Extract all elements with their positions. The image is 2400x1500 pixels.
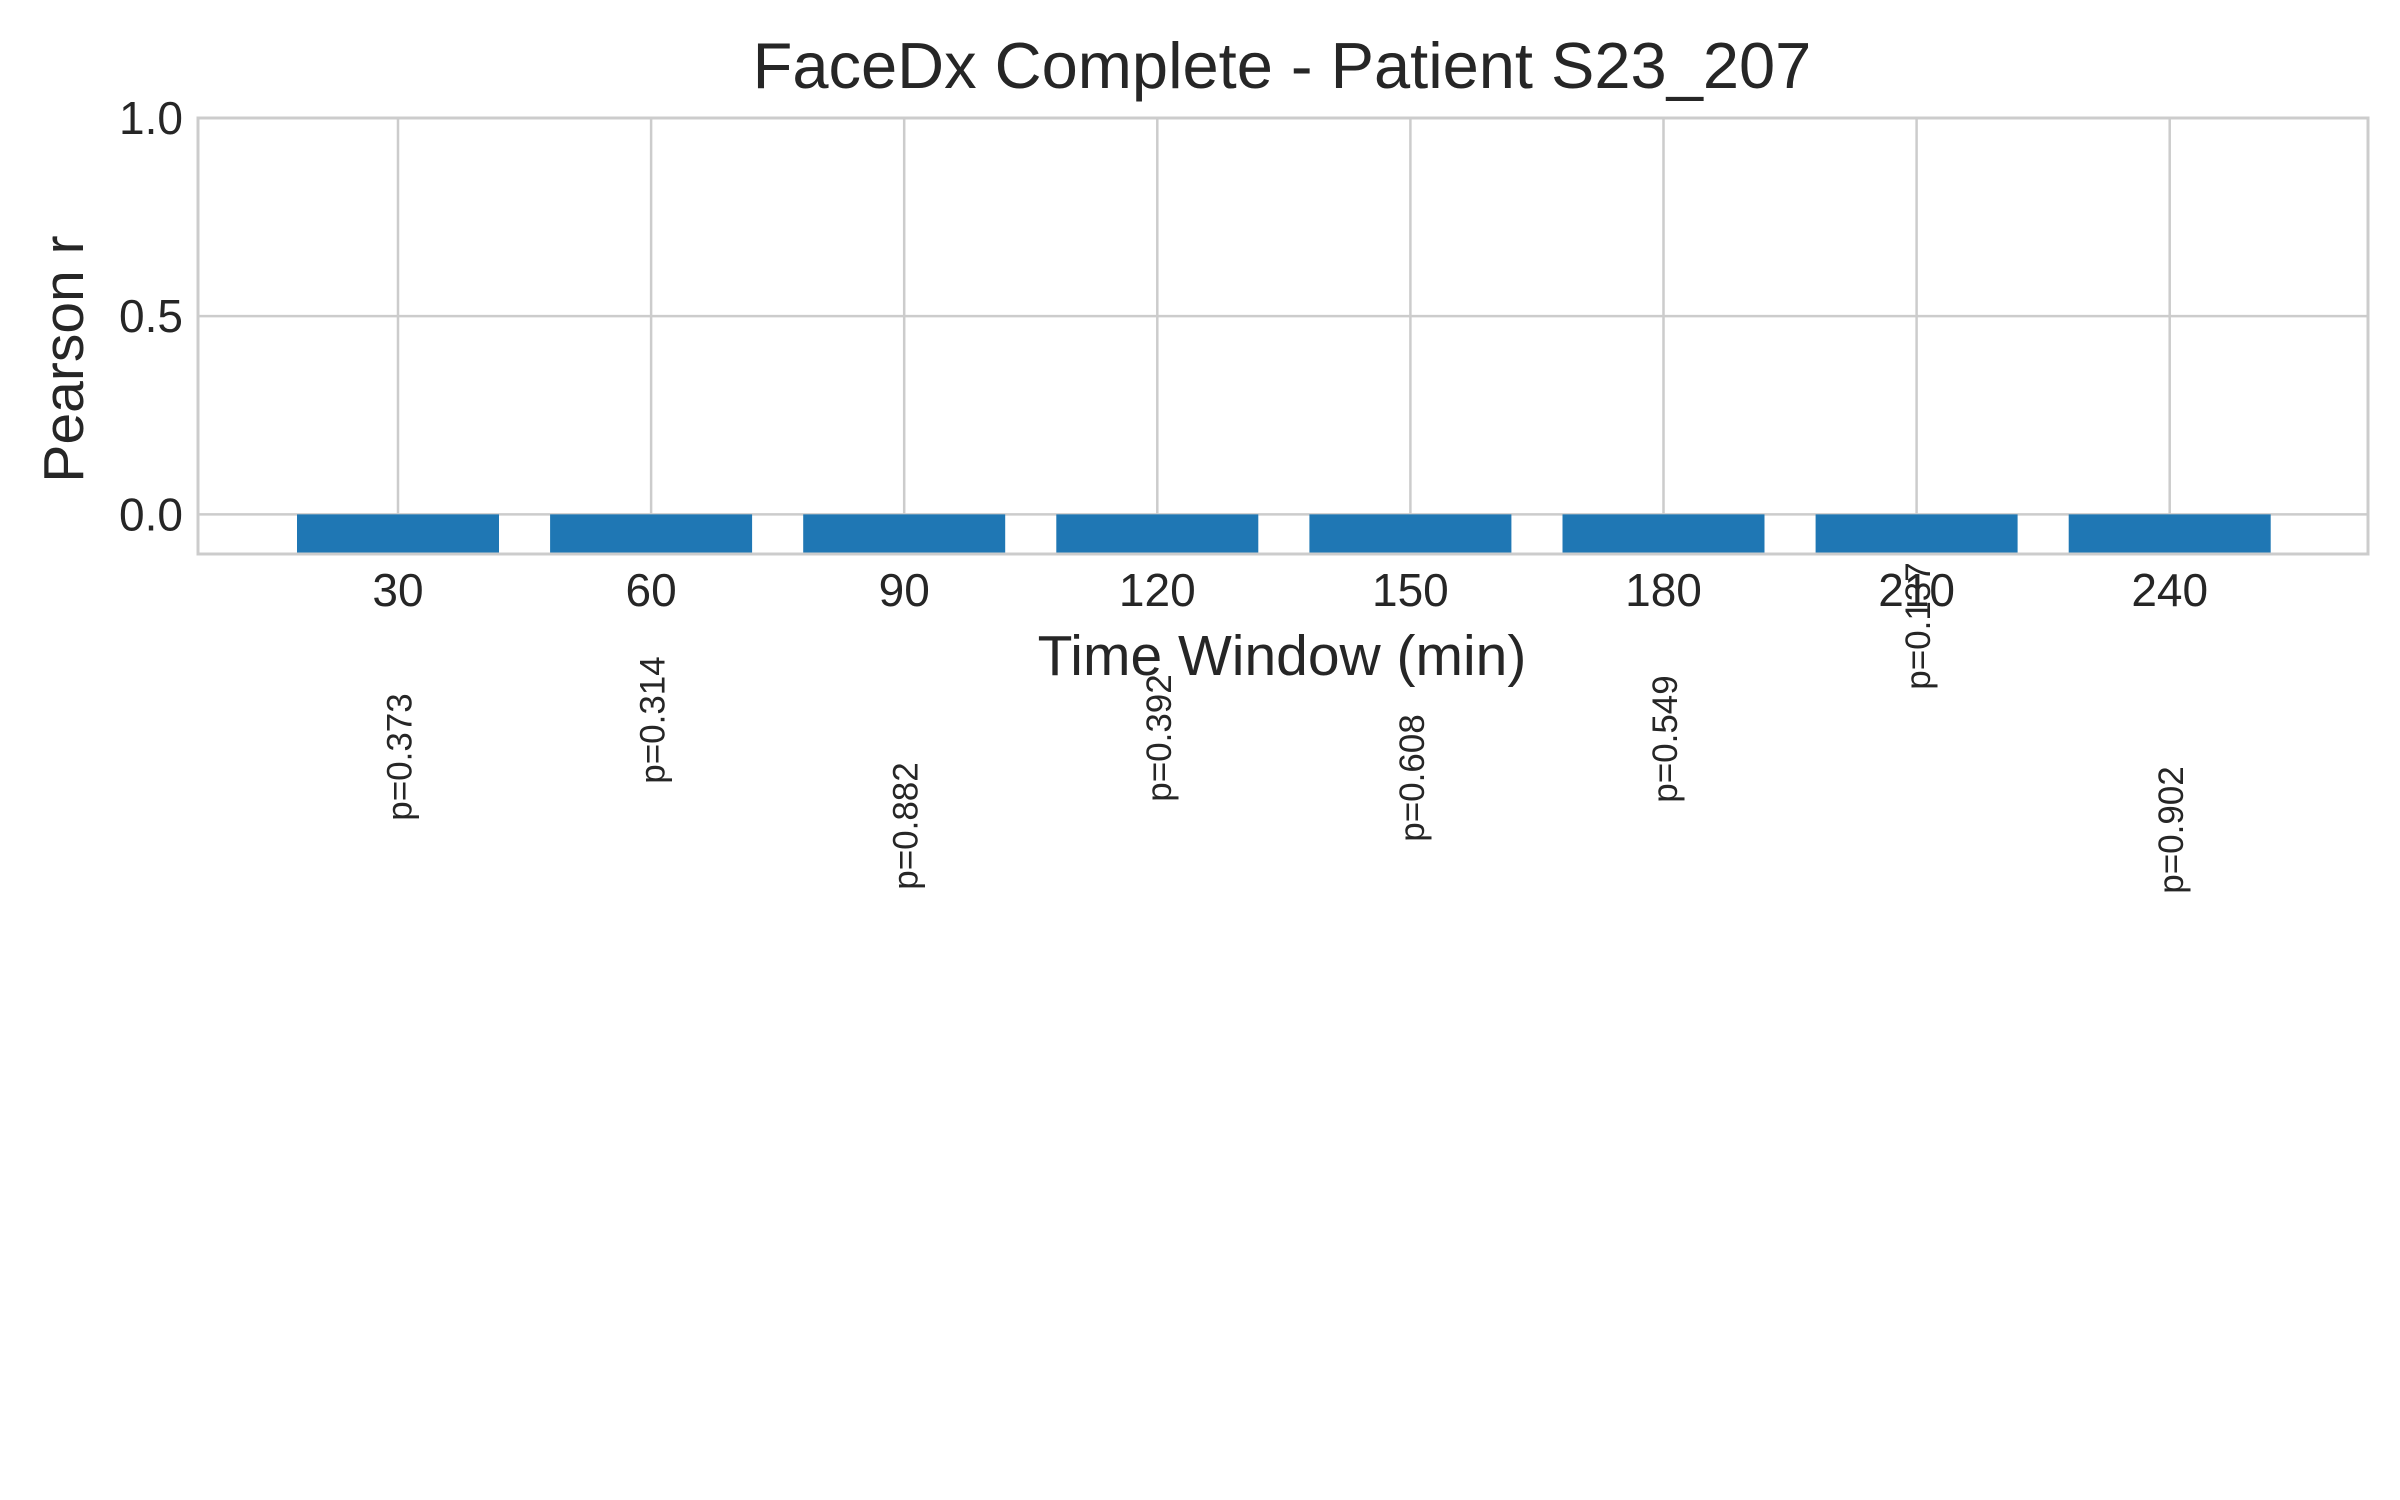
p-value-label: p=0.392 [1140,674,1179,802]
x-axis-label: Time Window (min) [1038,624,1527,688]
y-tick-label: 0.5 [119,290,183,342]
p-value-label: p=0.882 [887,762,926,890]
plot-frame [196,116,2370,556]
bar [1309,514,1512,554]
bar [1056,514,1259,554]
x-tick-label: 210 [1878,564,1955,616]
bar [803,514,1006,554]
x-tick-label: 240 [2131,564,2208,616]
p-value-label: p=0.902 [2152,766,2191,894]
p-value-label: p=0.137 [1899,562,1938,690]
x-tick-label: 150 [1372,564,1449,616]
y-tick-labels: 0.0 0.5 1.0 [119,92,183,540]
bar [2068,514,2271,554]
chart-title: FaceDx Complete - Patient S23_207 [753,29,1812,102]
p-value-label: p=0.314 [634,656,673,784]
p-value-label: p=0.549 [1646,675,1685,803]
x-tick-label: 180 [1625,564,1702,616]
bar [1815,514,2018,554]
x-tick-label: 90 [879,564,930,616]
x-tick-label: 60 [626,564,677,616]
p-value-label: p=0.373 [381,693,420,821]
y-axis-label: Pearson r [32,235,96,482]
y-tick-label: 0.0 [119,488,183,540]
grid-lines [198,116,2368,554]
bar [550,514,753,554]
p-value-annotations: p=0.373 p=0.314 p=0.882 p=0.392 p=0.608 p=0.5… [381,562,2192,894]
bar [297,514,499,554]
bar [1562,514,1765,554]
x-tick-label: 30 [372,564,423,616]
p-value-label: p=0.608 [1393,714,1432,842]
x-tick-labels: 30 60 90 120 150 180 210 240 [372,564,2208,616]
y-tick-label: 1.0 [119,92,183,144]
x-tick-label: 120 [1119,564,1196,616]
bar-series [297,514,2271,554]
